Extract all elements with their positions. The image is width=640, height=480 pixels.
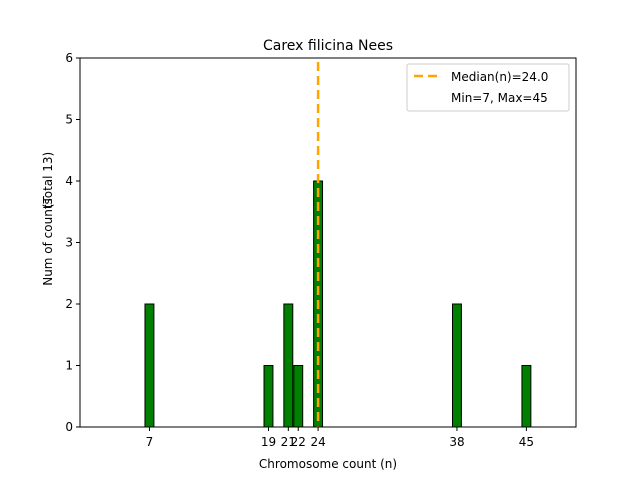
x-tick-label-45: 45 [519, 435, 534, 449]
bar-n-22 [293, 365, 304, 428]
x-tick-label-7: 7 [146, 435, 154, 449]
legend-median-label: Median(n)=24.0 [451, 70, 548, 84]
bar-n-21 [283, 303, 294, 428]
bars-layer [144, 180, 532, 428]
bar-n-38 [451, 303, 462, 428]
chart-title: Carex filicina Nees [263, 38, 393, 54]
x-axis-label: Chromosome count (n) [259, 457, 397, 471]
y-tick-label-6: 6 [65, 51, 73, 65]
y-tick-label-0: 0 [65, 420, 73, 434]
y-tick-label-1: 1 [65, 359, 73, 373]
bar-n-45 [521, 365, 532, 428]
y-axis-label-text: Num of counts [41, 198, 55, 286]
x-tick-label-24: 24 [310, 435, 325, 449]
y-axis-total-text: (Total 13) [41, 152, 55, 208]
legend: Median(n)=24.0 Min=7, Max=45 [406, 63, 570, 112]
bar-n-7 [144, 303, 155, 428]
y-axis-ticks: 0 1 2 3 4 5 6 [65, 51, 80, 434]
x-tick-label-38: 38 [449, 435, 464, 449]
y-tick-label-3: 3 [65, 236, 73, 250]
y-tick-label-5: 5 [65, 113, 73, 127]
legend-box [406, 63, 570, 112]
x-tick-label-22: 22 [291, 435, 306, 449]
x-tick-label-19: 19 [261, 435, 276, 449]
y-tick-label-2: 2 [65, 297, 73, 311]
x-tick-label-21: 21 [281, 435, 296, 449]
y-axis-total-label: (Total 13) [41, 152, 55, 208]
y-tick-label-4: 4 [65, 174, 73, 188]
bar-n-19 [263, 365, 274, 428]
y-axis-label: Num of counts [41, 198, 55, 286]
legend-range-label: Min=7, Max=45 [451, 91, 548, 105]
